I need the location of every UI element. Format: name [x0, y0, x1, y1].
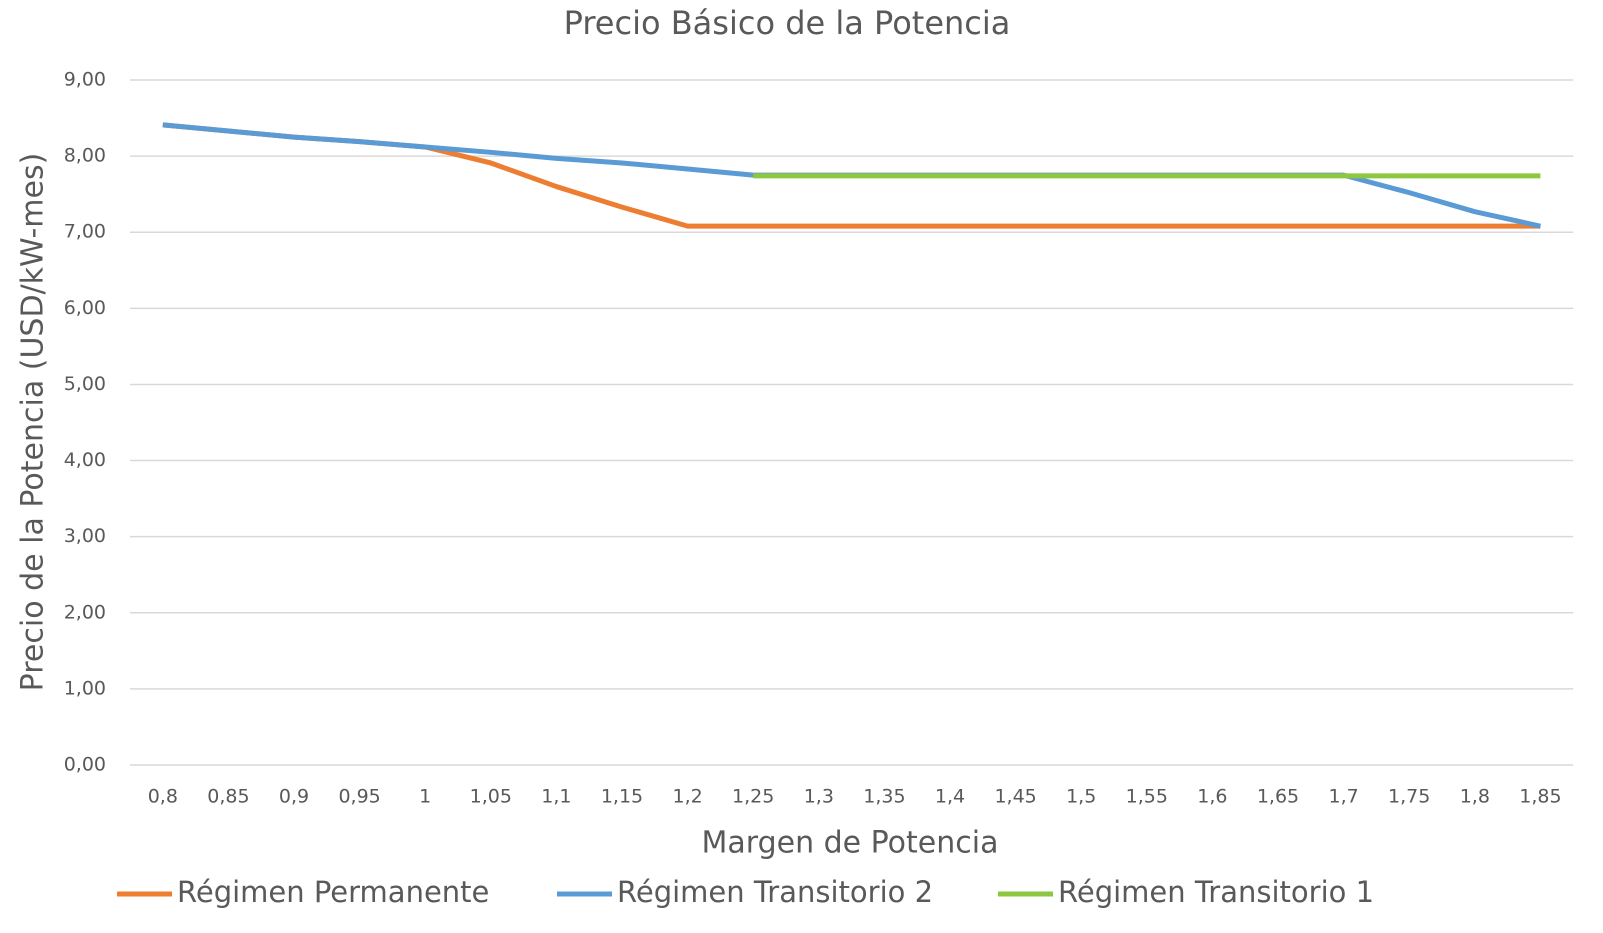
- x-tick-label: 0,8: [148, 786, 178, 808]
- x-tick-label: 1,8: [1460, 786, 1490, 808]
- x-tick-label: 1,2: [672, 786, 702, 808]
- x-tick-label: 1,1: [541, 786, 571, 808]
- x-tick-label: 1,05: [470, 786, 512, 808]
- y-tick-label: 5,00: [64, 373, 106, 395]
- y-axis-title: Precio de la Potencia (USD/kW-mes): [16, 153, 51, 692]
- x-tick-label: 1,15: [601, 786, 643, 808]
- x-tick-label: 1,65: [1257, 786, 1299, 808]
- legend-label: Régimen Transitorio 2: [617, 875, 933, 909]
- legend-label: Régimen Permanente: [177, 875, 489, 909]
- x-tick-label: 1,35: [863, 786, 905, 808]
- y-tick-label: 1,00: [64, 677, 106, 699]
- x-tick-label: 1,6: [1197, 786, 1227, 808]
- y-tick-label: 6,00: [64, 297, 106, 319]
- x-tick-label: 1,25: [732, 786, 774, 808]
- y-tick-label: 3,00: [64, 525, 106, 547]
- x-axis-title: Margen de Potencia: [702, 826, 999, 861]
- x-tick-label: 0,95: [338, 786, 380, 808]
- x-tick-label: 0,9: [279, 786, 309, 808]
- legend-label: Régimen Transitorio 1: [1058, 875, 1374, 909]
- x-tick-label: 1,75: [1388, 786, 1430, 808]
- x-tick-label: 1,4: [935, 786, 965, 808]
- x-tick-label: 1: [419, 786, 431, 808]
- x-tick-label: 1,85: [1519, 786, 1561, 808]
- x-tick-label: 1,3: [804, 786, 834, 808]
- x-tick-label: 1,55: [1126, 786, 1168, 808]
- y-tick-label: 7,00: [64, 221, 106, 243]
- x-tick-label: 1,5: [1066, 786, 1096, 808]
- y-tick-label: 4,00: [64, 449, 106, 471]
- chart-title: Precio Básico de la Potencia: [564, 4, 1011, 42]
- y-tick-label: 8,00: [64, 145, 106, 167]
- x-tick-label: 1,45: [994, 786, 1036, 808]
- x-tick-label: 0,85: [207, 786, 249, 808]
- y-tick-label: 9,00: [64, 69, 106, 91]
- y-tick-label: 2,00: [64, 601, 106, 623]
- y-tick-label: 0,00: [64, 754, 106, 776]
- x-tick-label: 1,7: [1328, 786, 1358, 808]
